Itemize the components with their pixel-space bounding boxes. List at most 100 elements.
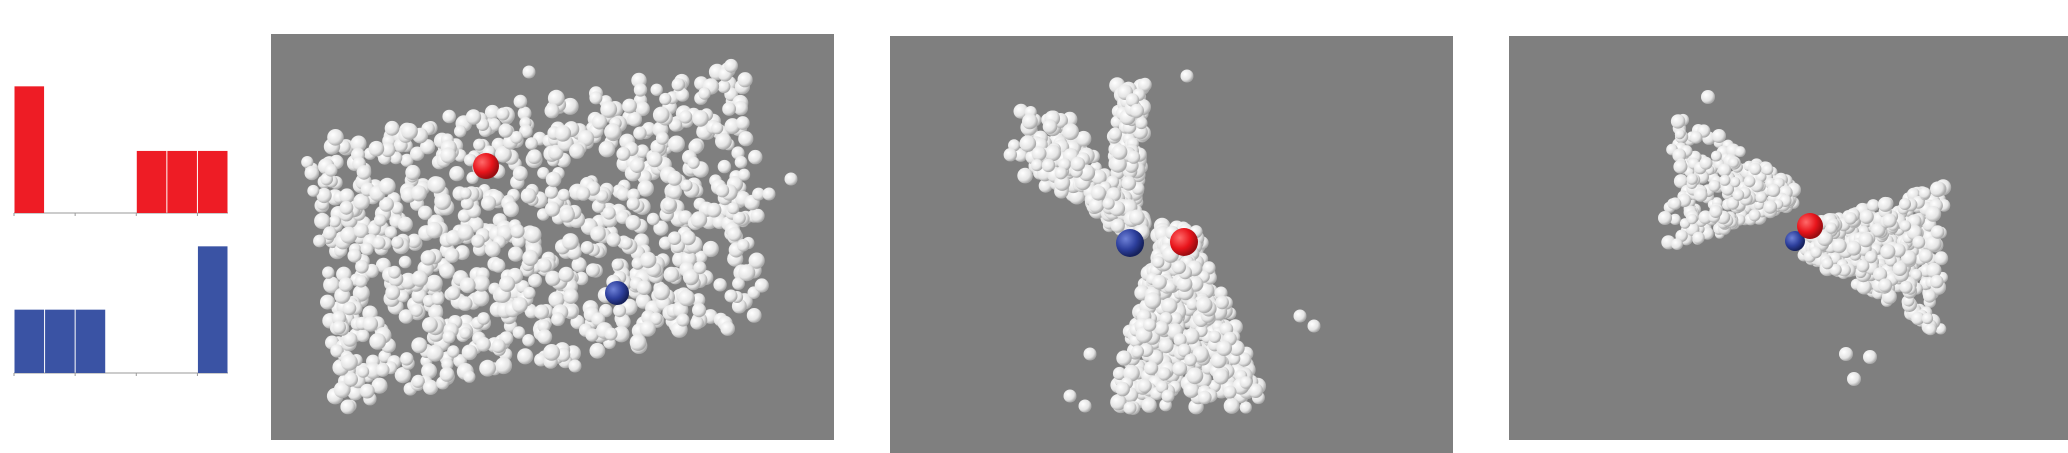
bar bbox=[167, 151, 197, 213]
sphere bbox=[1127, 151, 1140, 164]
sphere bbox=[1732, 189, 1744, 201]
sphere bbox=[605, 328, 618, 341]
sphere bbox=[1832, 238, 1847, 253]
sphere bbox=[589, 91, 602, 104]
sphere bbox=[1844, 212, 1857, 225]
sphere bbox=[323, 226, 337, 240]
sphere bbox=[1196, 297, 1212, 313]
sphere bbox=[627, 112, 642, 127]
sphere bbox=[410, 304, 423, 317]
sphere bbox=[663, 198, 677, 212]
sphere bbox=[586, 263, 600, 277]
sphere bbox=[460, 187, 472, 199]
sphere bbox=[1822, 258, 1834, 270]
sphere bbox=[1767, 184, 1780, 197]
sphere bbox=[1931, 225, 1945, 239]
sphere bbox=[592, 114, 607, 129]
sphere bbox=[1749, 209, 1761, 221]
sphere bbox=[1718, 163, 1731, 176]
sphere bbox=[373, 237, 386, 250]
sphere bbox=[443, 331, 456, 344]
sphere bbox=[1116, 382, 1130, 396]
sphere bbox=[445, 248, 460, 263]
sphere bbox=[640, 252, 656, 268]
sphere bbox=[1112, 144, 1128, 160]
sphere bbox=[558, 189, 570, 201]
sphere bbox=[1144, 292, 1161, 309]
sphere bbox=[1135, 117, 1147, 129]
sphere bbox=[357, 366, 369, 378]
sphere bbox=[1846, 241, 1861, 256]
sphere bbox=[1711, 151, 1722, 162]
sphere bbox=[668, 136, 685, 153]
sphere bbox=[510, 224, 524, 238]
sphere bbox=[340, 201, 354, 215]
sphere bbox=[569, 143, 585, 159]
sphere bbox=[1671, 114, 1685, 128]
sphere bbox=[738, 264, 755, 281]
bar bbox=[198, 151, 228, 213]
sphere bbox=[1687, 173, 1698, 184]
sphere bbox=[630, 158, 645, 173]
sphere bbox=[653, 107, 670, 124]
bar bbox=[198, 246, 228, 373]
sphere bbox=[785, 173, 798, 186]
sphere bbox=[340, 400, 355, 415]
sphere bbox=[1144, 361, 1158, 375]
sphere bbox=[374, 214, 387, 227]
sphere bbox=[1216, 296, 1229, 309]
sphere bbox=[640, 321, 656, 337]
sphere bbox=[1172, 361, 1187, 376]
sphere bbox=[1899, 198, 1911, 210]
sphere bbox=[1880, 244, 1895, 259]
sphere bbox=[626, 215, 641, 230]
sphere bbox=[523, 66, 536, 79]
sphere bbox=[517, 348, 533, 364]
sphere bbox=[343, 302, 357, 316]
sphere bbox=[1152, 256, 1164, 268]
sphere bbox=[341, 354, 358, 371]
sphere bbox=[1224, 386, 1237, 399]
bar bbox=[137, 151, 167, 213]
sphere bbox=[400, 352, 413, 365]
sphere bbox=[1658, 211, 1672, 225]
sphere bbox=[545, 271, 560, 286]
red-marker bbox=[1797, 213, 1823, 239]
sphere bbox=[1224, 398, 1240, 414]
sphere bbox=[459, 327, 471, 339]
sphere bbox=[376, 363, 390, 377]
red-bar-chart bbox=[0, 60, 240, 230]
sphere bbox=[698, 87, 710, 99]
sphere bbox=[545, 202, 560, 217]
sphere bbox=[1690, 131, 1702, 143]
sphere bbox=[1130, 104, 1144, 118]
sphere bbox=[423, 380, 438, 395]
sphere bbox=[1103, 197, 1115, 209]
sphere bbox=[1687, 214, 1697, 224]
point-cloud-render bbox=[1509, 36, 2068, 440]
sphere bbox=[605, 123, 622, 140]
sphere bbox=[514, 95, 528, 109]
sphere bbox=[755, 278, 769, 292]
sphere bbox=[521, 188, 537, 204]
sphere bbox=[476, 337, 491, 352]
sphere bbox=[1859, 233, 1874, 248]
sphere bbox=[1064, 390, 1077, 403]
sphere bbox=[688, 157, 700, 169]
sphere bbox=[690, 316, 704, 330]
sphere bbox=[668, 231, 682, 245]
sphere bbox=[603, 206, 616, 219]
sphere bbox=[391, 236, 403, 248]
sphere bbox=[439, 263, 455, 279]
sphere bbox=[711, 122, 723, 134]
sphere bbox=[1043, 119, 1058, 134]
sphere bbox=[1055, 167, 1068, 180]
sphere bbox=[679, 110, 692, 123]
sphere bbox=[672, 78, 685, 91]
sphere bbox=[1308, 320, 1321, 333]
sphere bbox=[344, 372, 358, 386]
sphere bbox=[1735, 146, 1746, 157]
sphere bbox=[360, 384, 375, 399]
sphere bbox=[727, 227, 741, 241]
sphere bbox=[1129, 210, 1145, 226]
